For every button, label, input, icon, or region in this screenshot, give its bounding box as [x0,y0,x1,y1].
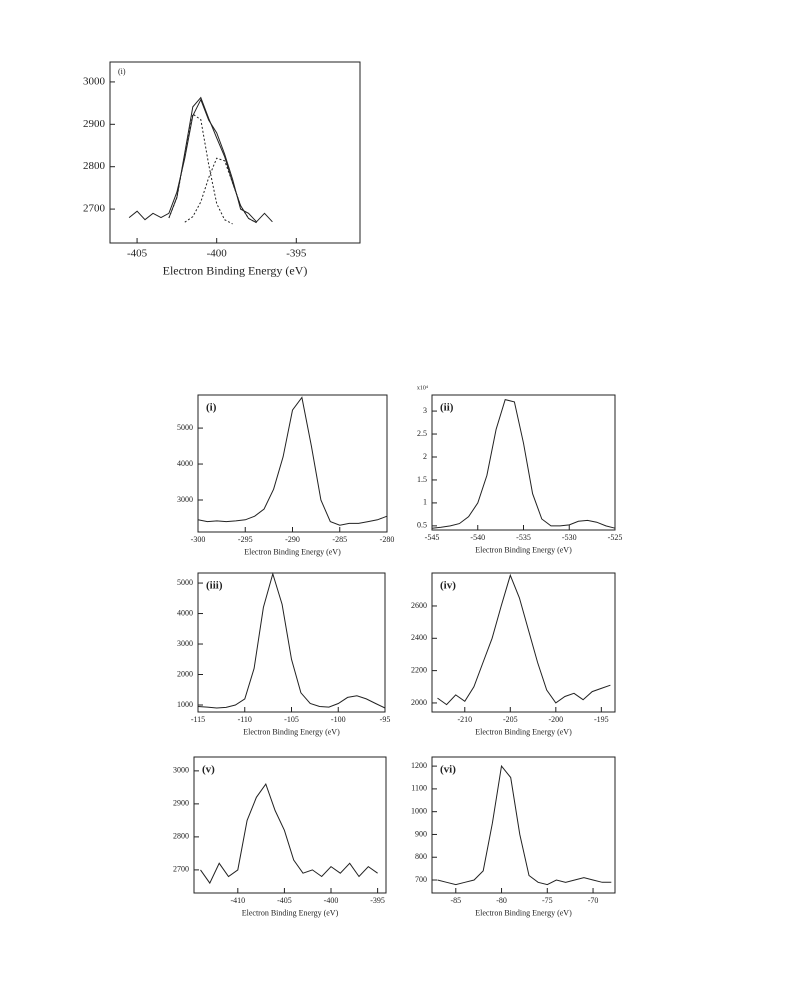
panel-label: (vi) [440,764,456,776]
y-tick-label: 1 [423,498,427,507]
y-tick-label: 4000 [177,608,193,617]
y-tick-label: 1.5 [417,475,427,484]
x-axis-label: Electron Binding Energy (eV) [243,728,340,737]
x-tick-label: -95 [380,715,391,724]
y-tick-label: 3000 [83,75,106,87]
panel-label: (ii) [440,402,454,414]
y-tick-label: 2800 [83,160,106,172]
y-tick-label: 5000 [177,423,193,432]
plot-frame [431,756,616,894]
panel-label: (iv) [440,580,456,592]
plot-frame [431,572,616,713]
y-tick-label: 2200 [411,665,427,674]
x-tick-label: -295 [238,535,253,544]
x-tick-label: -405 [127,248,148,260]
y-tick-label: 3 [423,406,427,415]
x-axis-label: Electron Binding Energy (eV) [163,263,308,277]
y-tick-label: 1200 [411,761,427,770]
y-tick-label: 5000 [177,578,193,587]
x-tick-label: -105 [284,715,299,724]
x-tick-label: -300 [191,535,206,544]
spectrum-line [184,157,257,224]
y-tick-label: 0.5 [417,521,427,530]
y-tick-label: 900 [415,829,427,838]
x-tick-label: -205 [503,715,518,724]
y-tick-label: 2000 [411,698,427,707]
x-tick-label: -530 [562,533,577,542]
panel-label: (iii) [206,580,223,592]
spectrum-line [431,398,616,529]
x-tick-label: -200 [548,715,563,724]
plot-frame [193,756,387,894]
x-tick-label: -405 [277,896,292,905]
x-tick-label: -525 [608,533,623,542]
spectrum-line [197,396,388,526]
panel-label: (i) [206,402,217,414]
x-tick-label: -535 [516,533,531,542]
x-tick-label: -545 [425,533,440,542]
y-tick-label: 2800 [173,832,189,841]
panel-label: (v) [202,764,215,776]
x-axis-label: Electron Binding Energy (eV) [242,909,339,918]
plot-frame [431,394,616,531]
y-tick-label: 2000 [177,669,193,678]
y-tick-label: 700 [415,875,427,884]
y-tick-label: 2900 [173,799,189,808]
x-tick-label: -195 [594,715,609,724]
x-tick-label: -280 [380,535,395,544]
spectrum-line [197,572,386,709]
x-axis-label: Electron Binding Energy (eV) [475,909,572,918]
x-tick-label: -395 [370,896,385,905]
y-tick-label: 3000 [177,495,193,504]
axis-multiplier: x10⁴ [417,385,428,391]
plot-frame [197,572,386,713]
panel-label: (i) [118,67,126,76]
x-tick-label: -100 [331,715,346,724]
y-tick-label: 2 [423,452,427,461]
y-tick-label: 800 [415,852,427,861]
y-tick-label: 1000 [177,700,193,709]
y-tick-label: 2700 [83,203,106,215]
spectrum-line [437,573,611,706]
x-tick-label: -70 [588,896,599,905]
spectrum-line [437,764,612,886]
spectrum-line [168,96,257,224]
x-axis-label: Electron Binding Energy (eV) [475,546,572,555]
plot-frame [197,394,388,533]
x-tick-label: -285 [332,535,347,544]
y-tick-label: 2600 [411,601,427,610]
x-tick-label: -400 [324,896,339,905]
x-tick-label: -410 [230,896,245,905]
x-tick-label: -210 [457,715,472,724]
x-tick-label: -395 [286,248,307,260]
y-tick-label: 2400 [411,633,427,642]
y-tick-label: 2700 [173,865,189,874]
y-tick-label: 3000 [177,639,193,648]
x-tick-label: -110 [238,715,252,724]
x-axis-label: Electron Binding Energy (eV) [244,548,341,557]
x-tick-label: -85 [450,896,461,905]
y-tick-label: 1000 [411,807,427,816]
y-tick-label: 1100 [411,784,427,793]
plot-frame [109,61,361,244]
x-tick-label: -400 [207,248,228,260]
y-tick-label: 4000 [177,459,193,468]
y-tick-label: 2.5 [417,429,427,438]
x-tick-label: -115 [191,715,205,724]
x-tick-label: -540 [470,533,485,542]
x-tick-label: -80 [496,896,507,905]
x-tick-label: -75 [542,896,553,905]
y-tick-label: 2900 [83,118,106,130]
spectrum-line [200,783,378,885]
spectrum-line [128,98,273,223]
spectrum-line [168,113,233,225]
x-axis-label: Electron Binding Energy (eV) [475,728,572,737]
x-tick-label: -290 [285,535,300,544]
y-tick-label: 3000 [173,766,189,775]
